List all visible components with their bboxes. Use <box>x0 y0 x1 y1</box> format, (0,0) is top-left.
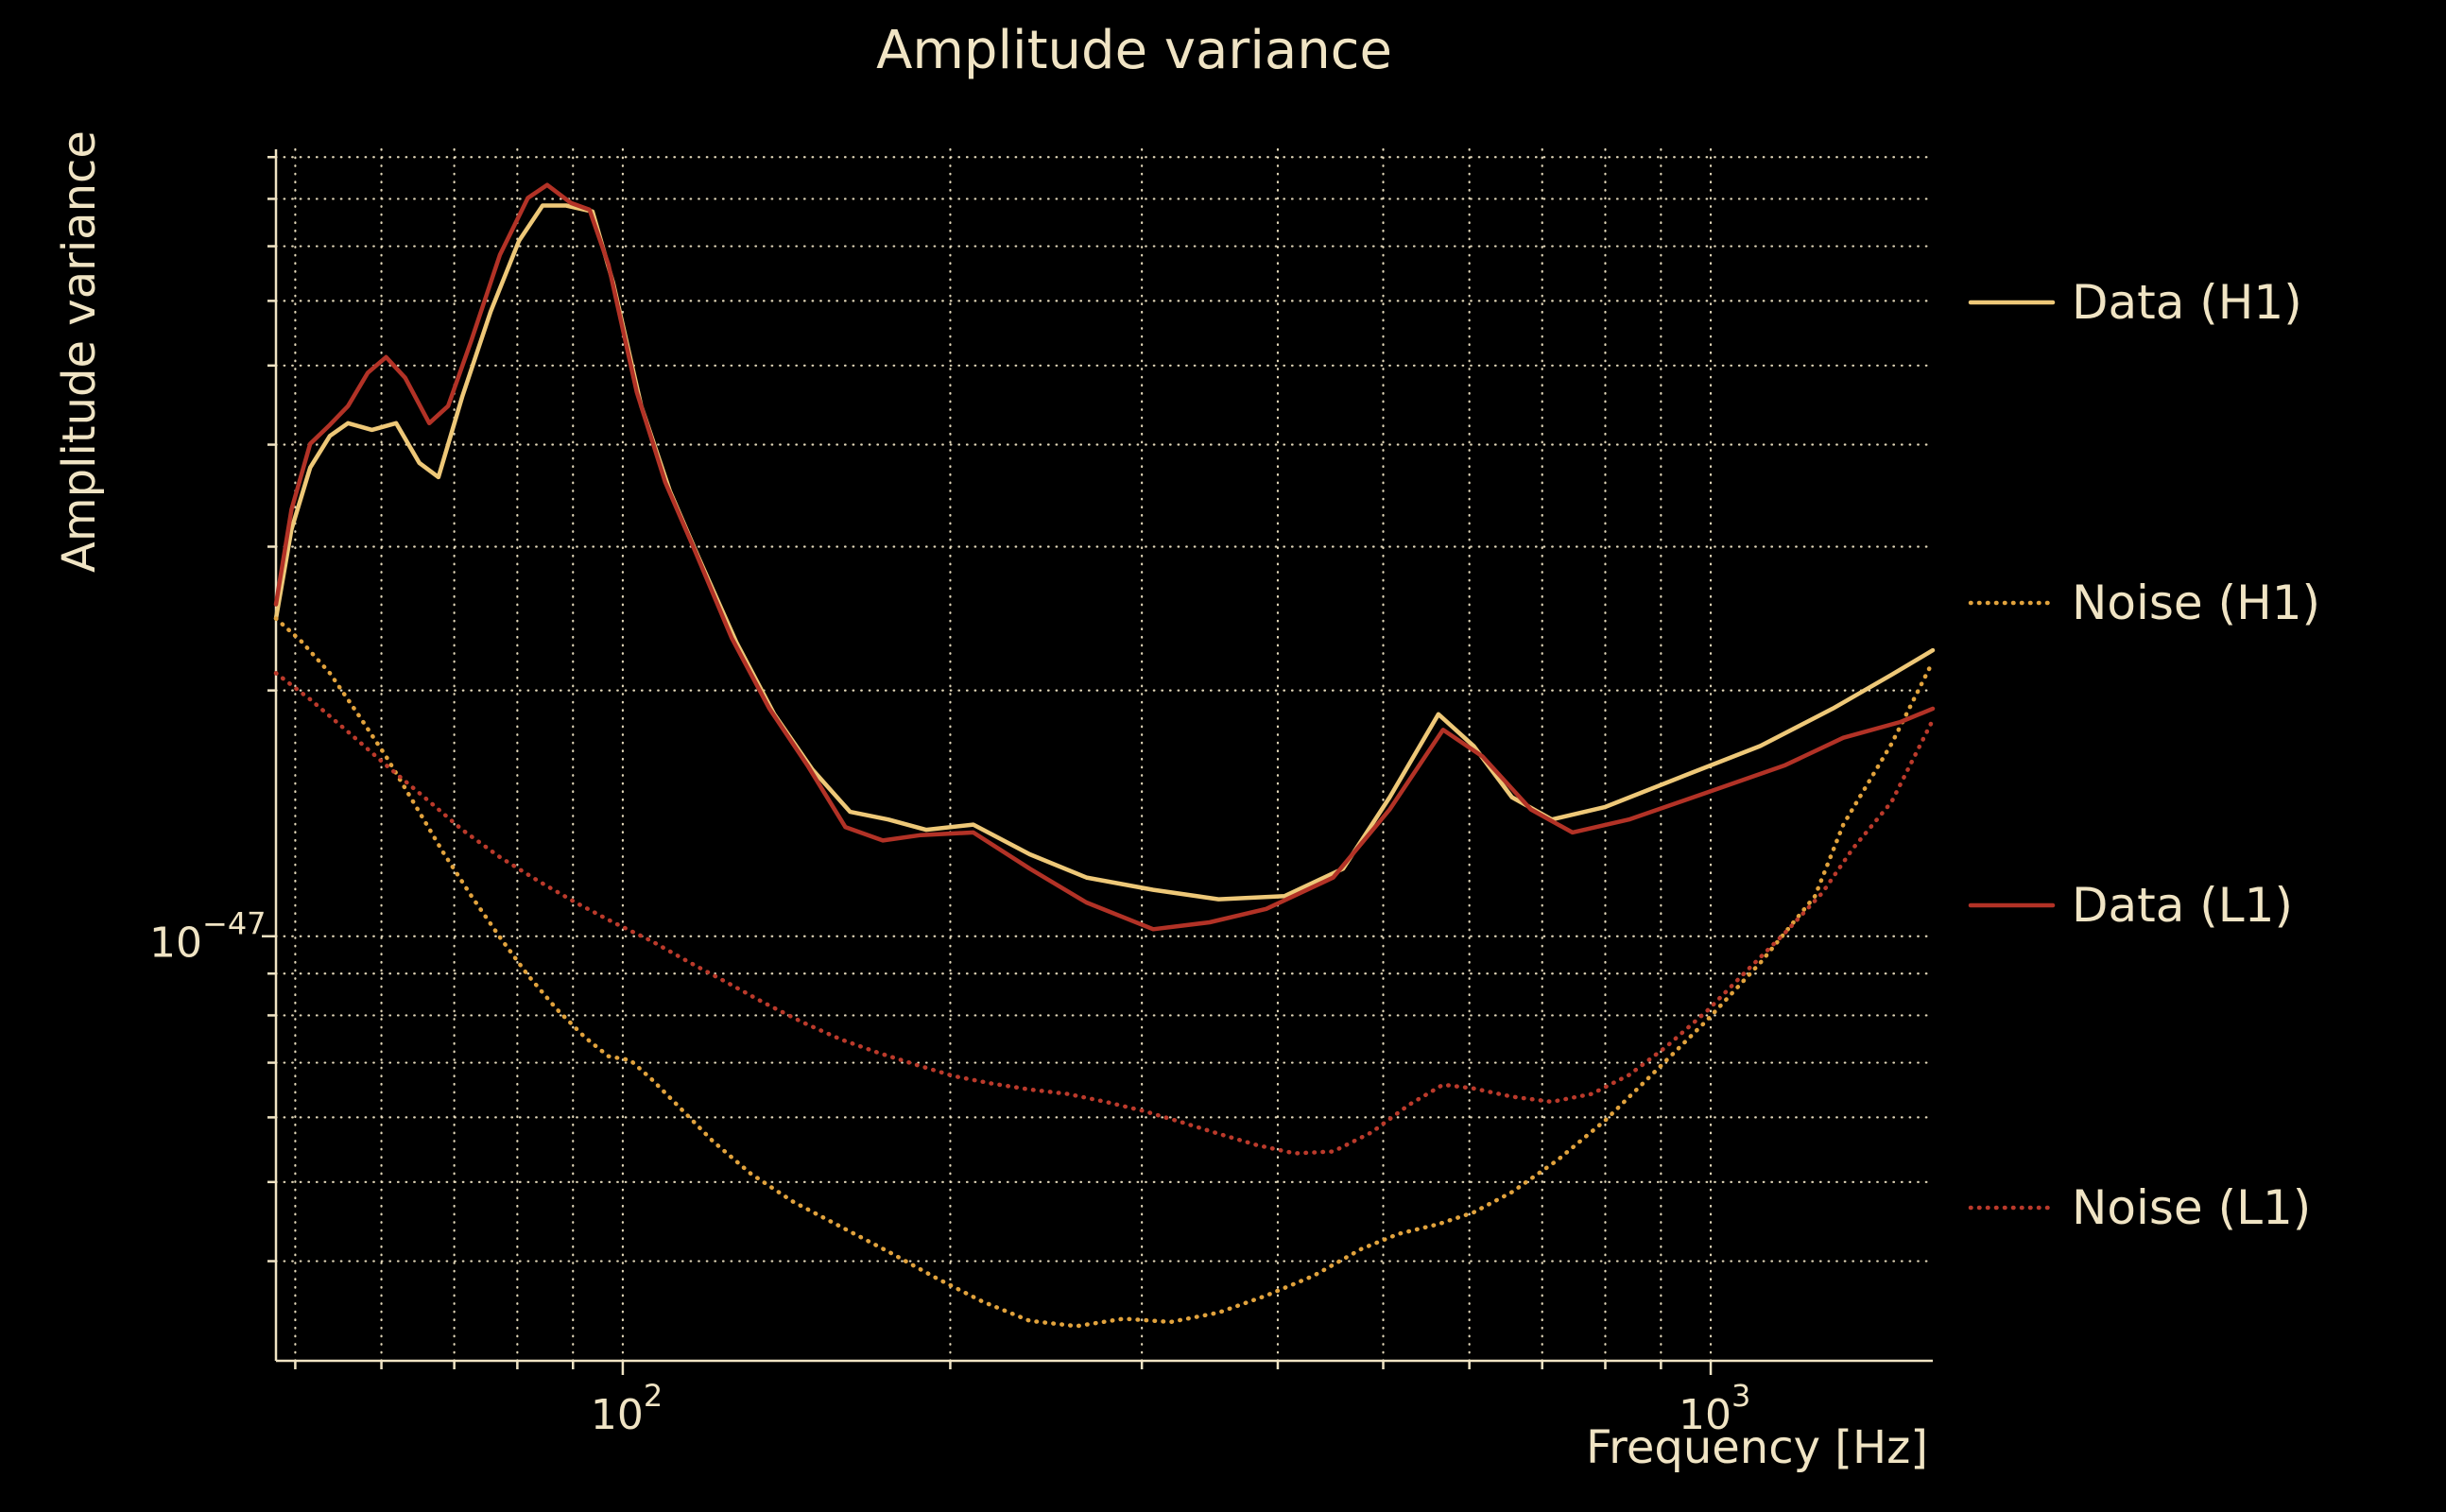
legend-item-noise-h1: Noise (H1) <box>1968 576 2320 630</box>
legend-item-data-l1: Data (L1) <box>1968 878 2293 933</box>
tick-marks <box>262 155 1713 1375</box>
legend-item-noise-l1: Noise (L1) <box>1968 1180 2311 1235</box>
curve-noise-h1 <box>273 616 1936 1329</box>
y-tick-label: 10−47 <box>149 906 267 968</box>
x-tick-label: 102 <box>591 1378 663 1439</box>
tick-labels: 102 103 10−47 <box>149 906 1750 1439</box>
y-axis-label: Amplitude variance <box>53 130 106 573</box>
curve-noise-l1 <box>273 671 1936 1156</box>
legend-item-data-h1: Data (H1) <box>1968 275 2302 330</box>
legend: Data (H1) Noise (H1) Data (L1) Noise (L1) <box>1968 275 2320 1235</box>
curve-data-h1 <box>273 203 1936 902</box>
x-tick-label: 103 <box>1679 1378 1750 1439</box>
legend-label: Noise (H1) <box>2072 576 2320 630</box>
gridlines <box>274 147 1935 1363</box>
x-axis-label: Frequency [Hz] <box>1586 1421 1928 1474</box>
legend-label: Data (H1) <box>2072 275 2302 330</box>
data-curves <box>273 182 1936 1329</box>
axes-spines <box>274 149 1933 1363</box>
curve-data-l1 <box>273 182 1936 932</box>
legend-label: Data (L1) <box>2072 878 2293 933</box>
chart-title: Amplitude variance <box>876 20 1392 81</box>
legend-label: Noise (L1) <box>2072 1180 2311 1235</box>
